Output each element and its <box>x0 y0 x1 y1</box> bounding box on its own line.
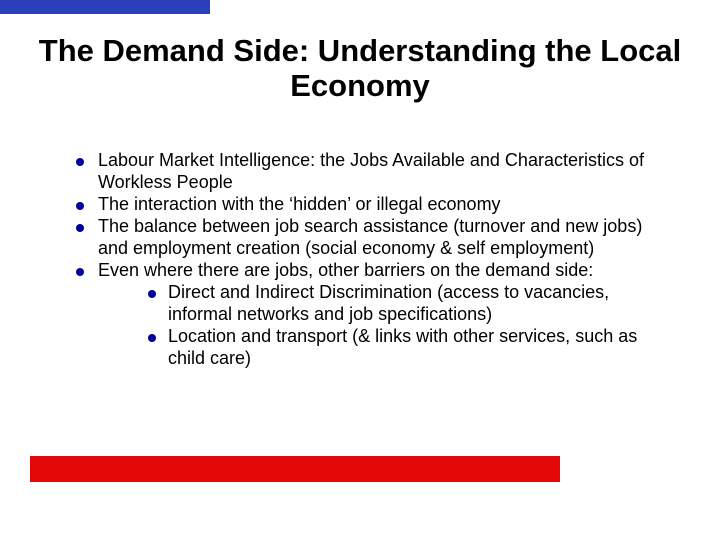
bullet-text: Even where there are jobs, other barrier… <box>98 260 593 280</box>
list-item: Labour Market Intelligence: the Jobs Ava… <box>70 150 670 194</box>
bullet-text: The interaction with the ‘hidden’ or ill… <box>98 194 501 214</box>
list-item: Location and transport (& links with oth… <box>144 326 670 370</box>
list-item: Direct and Indirect Discrimination (acce… <box>144 282 670 326</box>
list-item: The balance between job search assistanc… <box>70 216 670 260</box>
bullet-text: Location and transport (& links with oth… <box>168 326 637 368</box>
slide-body: Labour Market Intelligence: the Jobs Ava… <box>70 150 670 370</box>
slide: The Demand Side: Understanding the Local… <box>0 0 720 540</box>
list-item: Even where there are jobs, other barrier… <box>70 260 670 370</box>
sub-bullet-list: Direct and Indirect Discrimination (acce… <box>98 282 670 370</box>
accent-bar-blue <box>0 0 210 14</box>
accent-bar-red <box>30 456 560 482</box>
slide-title: The Demand Side: Understanding the Local… <box>0 34 720 103</box>
bullet-text: Labour Market Intelligence: the Jobs Ava… <box>98 150 644 192</box>
bullet-text: The balance between job search assistanc… <box>98 216 642 258</box>
bullet-text: Direct and Indirect Discrimination (acce… <box>168 282 609 324</box>
list-item: The interaction with the ‘hidden’ or ill… <box>70 194 670 216</box>
bullet-list: Labour Market Intelligence: the Jobs Ava… <box>70 150 670 370</box>
